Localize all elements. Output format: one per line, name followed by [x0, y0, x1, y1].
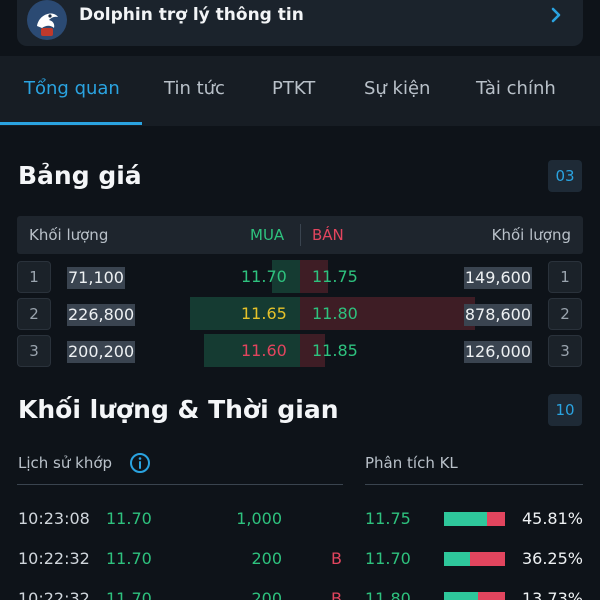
match-time: 10:23:08 [18, 509, 90, 528]
match-price: 11.70 [106, 549, 152, 568]
analysis-percent: 36.25% [521, 549, 583, 568]
match-time: 10:22:32 [18, 549, 90, 568]
match-side: B [331, 589, 342, 600]
tab-events[interactable]: Sự kiện [364, 78, 431, 99]
buy-share-bar [444, 552, 470, 566]
orderbook-divider [300, 224, 301, 246]
match-history-label[interactable]: Lịch sử khớp [18, 454, 113, 472]
bid-price[interactable]: 11.65 [241, 304, 287, 323]
tab-technical-analysis[interactable]: PTKT [272, 78, 316, 99]
ask-depth-bar [300, 297, 475, 330]
level-number-left: 2 [17, 298, 51, 330]
bid-price[interactable]: 11.60 [241, 341, 287, 360]
ask-volume: 149,600 [463, 267, 532, 289]
bid-volume-header: Khối lượng [29, 226, 109, 244]
ask-volume: 126,000 [463, 341, 532, 363]
bid-price[interactable]: 11.70 [241, 267, 287, 286]
info-icon[interactable] [129, 452, 151, 474]
level-number-right: 2 [548, 298, 582, 330]
analysis-price: 11.80 [365, 589, 411, 600]
ask-price[interactable]: 11.85 [312, 341, 358, 360]
assistant-title: Dolphin trợ lý thông tin [79, 5, 304, 25]
bid-volume: 226,800 [67, 304, 136, 326]
ask-volume: 878,600 [463, 304, 532, 326]
analysis-price: 11.70 [365, 549, 411, 568]
volume-time-title: Khối lượng & Thời gian [18, 395, 339, 424]
sell-share-bar [487, 512, 505, 526]
depth-selector[interactable]: 03 [548, 160, 582, 192]
sell-share-bar [478, 592, 505, 600]
level-number-left: 1 [17, 261, 51, 293]
volume-time-count-selector[interactable]: 10 [548, 394, 582, 426]
match-price: 11.70 [106, 589, 152, 600]
ask-header: BÁN [312, 226, 344, 244]
tab-overview[interactable]: Tổng quan [24, 78, 120, 99]
bid-depth-bar [272, 260, 300, 293]
chevron-right-icon[interactable] [545, 4, 567, 26]
bid-depth-bar [190, 297, 300, 330]
bid-volume: 200,200 [67, 341, 136, 363]
dolphin-assistant-card[interactable]: Dolphin trợ lý thông tin [17, 0, 583, 46]
level-number-right: 1 [548, 261, 582, 293]
match-volume: 200 [251, 549, 282, 568]
analysis-price: 11.75 [365, 509, 411, 528]
ask-price[interactable]: 11.75 [312, 267, 358, 286]
bid-header: MUA [250, 226, 285, 244]
tab-news[interactable]: Tin tức [164, 78, 225, 99]
tab-finance[interactable]: Tài chính [476, 78, 556, 99]
match-time: 10:22:32 [18, 589, 90, 600]
sell-share-bar [470, 552, 505, 566]
match-price: 11.70 [106, 509, 152, 528]
ask-depth-bar [300, 260, 328, 293]
analysis-divider [365, 484, 583, 485]
buy-share-bar [444, 592, 478, 600]
analysis-percent: 45.81% [521, 509, 583, 528]
match-volume: 200 [251, 589, 282, 600]
ask-depth-bar [300, 334, 325, 367]
dolphin-avatar-icon [27, 0, 67, 40]
match-volume: 1,000 [236, 509, 282, 528]
ask-volume-header: Khối lượng [491, 226, 571, 244]
price-board-title: Bảng giá [18, 161, 142, 190]
match-side: B [331, 549, 342, 568]
level-number-right: 3 [548, 335, 582, 367]
active-tab-indicator [0, 122, 142, 125]
level-number-left: 3 [17, 335, 51, 367]
bid-depth-bar [204, 334, 300, 367]
tab-bar: Tổng quan Tin tức PTKT Sự kiện Tài chính [0, 56, 600, 126]
analysis-percent: 13.73% [521, 589, 583, 600]
bid-volume: 71,100 [67, 267, 125, 289]
volume-analysis-label[interactable]: Phân tích KL [365, 454, 458, 472]
buy-share-bar [444, 512, 487, 526]
ask-price[interactable]: 11.80 [312, 304, 358, 323]
history-divider [17, 484, 343, 485]
